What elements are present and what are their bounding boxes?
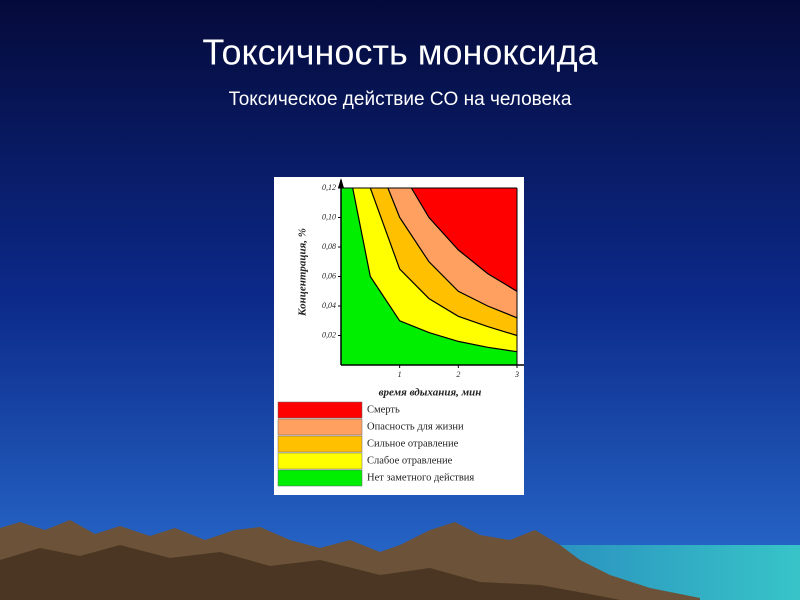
y-axis-label: Концентрация, % — [297, 228, 309, 317]
y-tick-label: 0,04 — [322, 301, 336, 310]
zone-boundary — [352, 187, 518, 353]
y-tick-label: 0,12 — [322, 183, 336, 192]
zone-boundary — [387, 187, 518, 319]
zone-fill — [341, 188, 517, 365]
legend-swatch — [277, 469, 363, 487]
x-tick-label: 2 — [456, 370, 460, 379]
y-tick-label: 0,08 — [322, 242, 336, 251]
y-tick-label: 0,02 — [322, 330, 336, 339]
zone-boundary — [369, 187, 518, 337]
legend-label: Нет заметного действия — [367, 472, 474, 483]
mountains-shadow — [0, 545, 620, 600]
x-tick-label: 1 — [398, 370, 402, 379]
legend-swatch — [277, 452, 363, 470]
legend-label: Слабое отравление — [367, 455, 453, 466]
y-tick-label: 0,10 — [322, 212, 336, 221]
legend-label: Опасность для жизни — [367, 421, 464, 432]
legend-swatch — [277, 418, 363, 436]
legend-swatch — [277, 435, 363, 453]
legend-swatch — [277, 401, 363, 419]
slide-subtitle: Токсическое действие CO на человека — [229, 89, 572, 110]
x-tick-label: 3 — [514, 370, 519, 379]
y-axis-arrow — [338, 178, 344, 188]
zone-boundary — [410, 187, 518, 292]
legend-label: Сильное отравление — [367, 438, 459, 449]
slide-title: Токсичность моноксида — [202, 32, 598, 73]
x-axis-label: время вдыхания, мин — [379, 387, 482, 399]
legend-label: Смерть — [367, 404, 400, 415]
y-tick-label: 0,06 — [322, 271, 336, 280]
